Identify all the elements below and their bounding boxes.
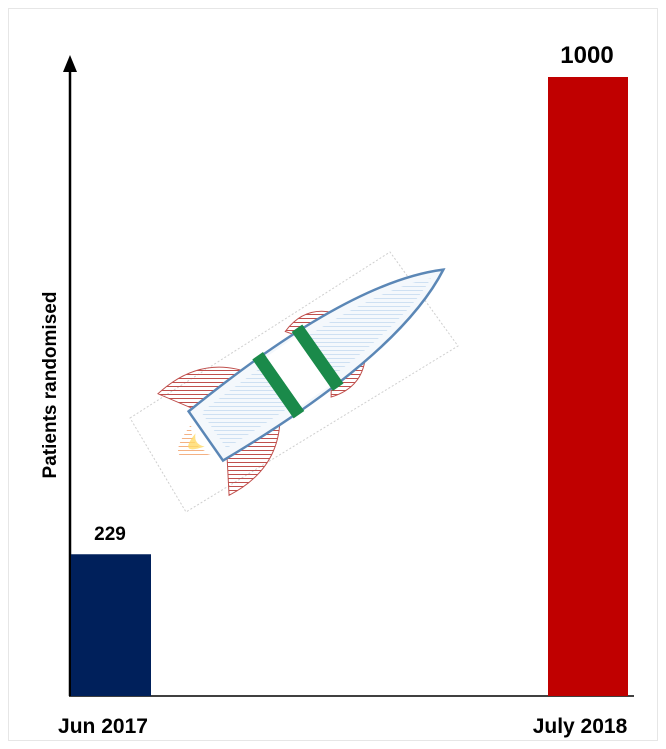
x-tick-label: Jun 2017 [58,715,148,738]
x-tick-label: July 2018 [533,715,628,738]
data-label: 1000 [560,42,613,69]
bar-jun-2017 [71,554,151,696]
y-axis-arrowhead [63,55,77,72]
y-axis-label: Patients randomised [40,292,61,479]
rocket-icon [129,251,459,513]
data-label: 229 [94,524,126,545]
bars: 229 1000 [71,42,628,696]
bar-july-2018 [548,77,628,696]
chart-frame [8,8,658,741]
